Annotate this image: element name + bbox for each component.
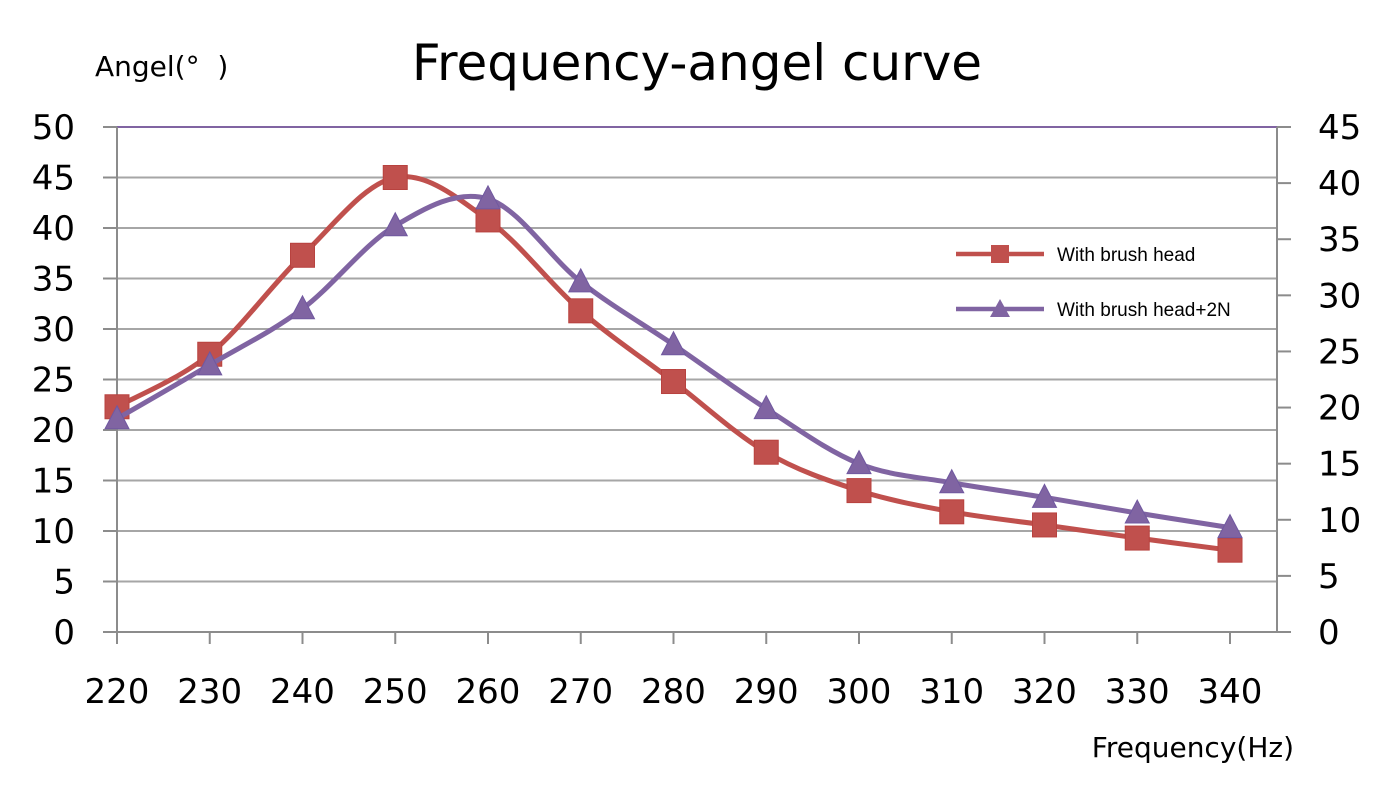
data-point-triangle — [196, 350, 223, 376]
left-y-tick-label: 10 — [32, 512, 75, 552]
series-brush-head-2n — [104, 184, 1243, 539]
left-y-tick-label: 35 — [32, 260, 75, 300]
right-y-tick-label: 30 — [1318, 276, 1361, 316]
left-y-tick-label: 5 — [53, 563, 75, 603]
axes — [103, 126, 1291, 644]
x-tick-label: 340 — [1198, 672, 1263, 712]
left-y-tick-label: 45 — [32, 159, 75, 199]
legend-entry-brush-head-2n: With brush head+2N — [956, 299, 1231, 321]
data-point-triangle — [938, 468, 965, 494]
x-tick-label: 300 — [827, 672, 892, 712]
x-tick-label: 260 — [456, 672, 521, 712]
data-point-triangle — [660, 330, 687, 356]
data-point-square — [939, 499, 965, 525]
data-point-square — [1032, 512, 1057, 538]
left-y-tick-label: 25 — [32, 361, 75, 401]
data-point-square — [753, 439, 779, 465]
x-axis-title: Frequency(Hz) — [1092, 731, 1294, 764]
left-y-tick-label: 40 — [32, 209, 75, 249]
series-brush-head — [104, 165, 1243, 563]
x-tick-label: 320 — [1012, 672, 1077, 712]
data-point-triangle — [1124, 498, 1151, 524]
data-point-triangle — [1031, 483, 1058, 508]
x-tick-label: 310 — [919, 672, 984, 712]
left-y-tick-label: 50 — [32, 108, 75, 148]
grid — [117, 126, 1277, 633]
x-tick-label: 240 — [270, 672, 335, 712]
x-tick-labels: 220 230 240 250 260 270 280 290 300 310 320 330 340 — [85, 672, 1263, 712]
data-point-triangle — [567, 267, 594, 293]
data-point-triangle — [289, 294, 316, 320]
data-point-square — [846, 478, 872, 504]
right-y-tick-label: 10 — [1318, 501, 1361, 541]
x-tick-label: 250 — [363, 672, 428, 712]
x-tick-label: 230 — [177, 672, 242, 712]
y-axis-title: Angel(° ) — [95, 50, 228, 83]
right-y-tick-label: 25 — [1318, 332, 1361, 372]
data-point-square — [1217, 537, 1243, 563]
right-y-tick-label: 0 — [1318, 613, 1340, 653]
data-point-square — [661, 369, 686, 395]
x-tick-label: 220 — [85, 672, 150, 712]
x-tick-label: 330 — [1105, 672, 1170, 712]
legend-label-brush-head: With brush head — [1057, 245, 1195, 266]
data-point-triangle — [475, 184, 501, 210]
legend-marker-square — [991, 245, 1009, 263]
right-y-tick-label: 15 — [1318, 445, 1361, 485]
x-tick-label: 270 — [548, 672, 613, 712]
legend-entry-brush-head: With brush head — [956, 245, 1195, 266]
left-y-tick-label: 15 — [32, 462, 75, 502]
right-y-tick-label: 5 — [1318, 557, 1340, 597]
right-y-tick-label: 40 — [1318, 164, 1361, 204]
left-y-tick-label: 0 — [53, 613, 75, 653]
series — [104, 165, 1243, 563]
chart-title: Frequency-angel curve — [412, 34, 982, 92]
left-y-tick-labels: 0 5 10 15 20 25 30 35 40 45 50 — [32, 108, 75, 653]
left-y-tick-label: 30 — [32, 310, 75, 350]
data-point-triangle — [382, 211, 409, 237]
data-point-triangle — [753, 394, 780, 420]
right-y-tick-labels: 0 5 10 15 20 25 30 35 40 45 — [1318, 108, 1361, 653]
right-y-tick-label: 45 — [1318, 108, 1361, 148]
data-point-triangle — [104, 404, 130, 430]
data-point-square — [290, 242, 315, 268]
legend: With brush head With brush head+2N — [956, 245, 1231, 321]
data-point-square — [382, 165, 408, 190]
data-point-triangle — [1217, 513, 1243, 539]
data-point-square — [1124, 525, 1150, 551]
x-tick-label: 290 — [734, 672, 799, 712]
x-tick-label: 280 — [641, 672, 706, 712]
left-y-tick-label: 20 — [32, 411, 75, 451]
legend-label-brush-head-2n: With brush head+2N — [1057, 300, 1231, 321]
data-point-square — [475, 207, 501, 233]
data-point-triangle — [846, 449, 872, 475]
right-y-tick-label: 35 — [1318, 220, 1361, 260]
right-y-tick-label: 20 — [1318, 389, 1361, 429]
data-point-square — [568, 298, 594, 324]
legend-marker-triangle — [990, 299, 1010, 317]
